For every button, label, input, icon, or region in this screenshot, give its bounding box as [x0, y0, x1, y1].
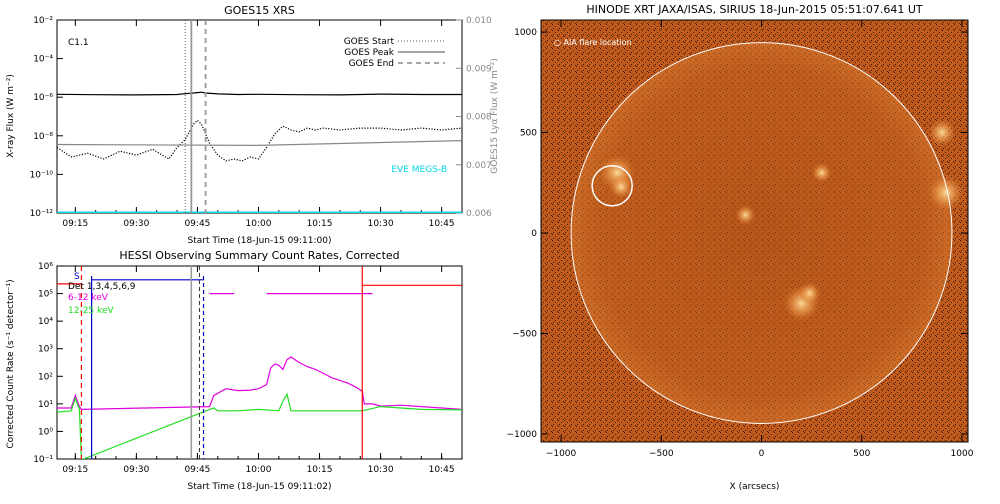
y-tick-label: 10¹ [38, 400, 53, 410]
y-tick-label: 10³ [38, 345, 53, 355]
hessi-series-group [57, 266, 462, 459]
xrt-y-tick-label: 0 [531, 229, 537, 239]
active-region [798, 282, 821, 305]
flare-location-circle [591, 164, 633, 207]
xrt-legend: ○ AIA flare location [554, 38, 632, 47]
xrt-y-tick-label: −500 [512, 329, 537, 339]
y2-tick-label: 0.010 [466, 16, 492, 26]
y2-tick-label: 0.008 [466, 113, 492, 123]
y-tick-label: 10⁴ [38, 317, 53, 327]
series-line [57, 356, 462, 411]
xrt-image [541, 20, 968, 442]
goes-panel: GOES15 XRS 09:15 09:30 09:45 10:00 10:15 10:3… [6, 4, 500, 246]
active-region [609, 174, 634, 199]
hessi-axes: 09:15 09:30 09:45 10:00 10:15 10:30 10:45 10⁶ 10… [33, 262, 463, 475]
y2-tick-label: 0.006 [466, 209, 492, 219]
xrt-x-tick-label: −1000 [546, 449, 577, 459]
legend-goes-peak: GOES Peak [344, 48, 394, 58]
xrt-title: HINODE XRT JAXA/ISAS, SIRIUS 18-Jun-2015… [586, 3, 923, 16]
x-tick-label: 09:45 [184, 219, 210, 229]
x-tick-label: 10:45 [429, 219, 455, 229]
series-line [57, 140, 462, 147]
solar-limb [570, 42, 953, 424]
x-tick-label: 10:45 [429, 465, 455, 475]
active-region [927, 174, 964, 211]
xrt-x-tick-label: −500 [649, 449, 674, 459]
legend-12-25kev: 12-25 keV [68, 306, 114, 316]
active-region [811, 162, 832, 183]
hessi-xlabel: Start Time (18-Jun-15 09:11:02) [188, 482, 332, 492]
y-tick-label: 10⁻² [33, 16, 53, 26]
xrt-sun-group [570, 42, 964, 424]
y-tick-label: 10⁻¹ [33, 455, 53, 465]
y-tick-label: 10⁻⁴ [33, 55, 53, 65]
x-tick-label: 10:00 [246, 465, 272, 475]
sun-disk [571, 42, 952, 424]
goes-ylabel-right: GOES15 Lyα Flux (W m⁻²) [490, 58, 500, 174]
xrt-y-tick-label: 500 [520, 129, 537, 139]
y2-tick-label: 0.007 [466, 161, 492, 171]
y-tick-label: 10⁶ [38, 262, 53, 272]
y-tick-label: 10⁻¹² [30, 209, 54, 219]
x-tick-label: 09:30 [123, 465, 149, 475]
goes-series-group [57, 20, 462, 213]
y2-tick-label: 0.009 [466, 64, 492, 74]
xrt-x-tick-label: 500 [853, 449, 870, 459]
x-tick-label: 10:15 [307, 465, 333, 475]
eve-annotation: EVE MEGS-B [391, 165, 447, 175]
goes-class-label: C1.1 [68, 38, 89, 48]
legend-goes-end: GOES End [349, 59, 394, 69]
x-tick-label: 09:30 [123, 219, 149, 229]
y-tick-label: 10⁻⁸ [33, 132, 53, 142]
legend-6-12kev: 6-12 keV [68, 293, 109, 303]
goes-xlabel: Start Time (18-Jun-15 09:11:00) [188, 236, 332, 246]
xrt-xlabel: X (arcsecs) [730, 482, 780, 492]
series-line [57, 119, 462, 162]
x-tick-label: 09:15 [62, 465, 88, 475]
hessi-ylabel: Corrected Count Rate (s⁻¹ detector⁻¹) [6, 279, 16, 448]
hessi-legend: S Det 1,3,4,5,6,9 6-12 keV 12-25 keV [68, 272, 136, 316]
y-tick-label: 10⁵ [38, 290, 53, 300]
x-tick-label: 09:45 [184, 465, 210, 475]
goes-ylabel: X-ray Flux (W m⁻²) [6, 74, 16, 158]
legend-det: Det 1,3,4,5,6,9 [68, 282, 136, 292]
goes-legend: GOES Start GOES Peak GOES End [344, 37, 445, 69]
hessi-title: HESSI Observing Summary Count Rates, Cor… [119, 249, 399, 262]
xrt-axes: −1000 −500 0 500 1000 1000 500 0 −500 −1000 [507, 20, 974, 459]
x-tick-label: 10:15 [307, 219, 333, 229]
hessi-plot-frame [56, 265, 463, 460]
x-tick-label: 10:30 [368, 219, 394, 229]
x-tick-label: 10:00 [246, 219, 272, 229]
x-tick-label: 09:15 [62, 219, 88, 229]
y-tick-label: 10² [38, 372, 53, 382]
active-region [735, 204, 756, 225]
goes-plot-frame [56, 19, 463, 214]
series-line [57, 392, 462, 459]
xrt-x-tick-label: 1000 [951, 449, 974, 459]
legend-goes-start: GOES Start [344, 37, 395, 47]
xrt-y-tick-label: −1000 [507, 430, 538, 440]
hessi-panel: HESSI Observing Summary Count Rates, Cor… [6, 249, 463, 492]
y-tick-label: 10⁰ [38, 427, 53, 437]
active-region [927, 118, 956, 147]
goes-title: GOES15 XRS [224, 4, 295, 17]
xrt-panel: HINODE XRT JAXA/ISAS, SIRIUS 18-Jun-2015… [507, 3, 974, 492]
x-tick-label: 10:30 [368, 465, 394, 475]
xrt-x-tick-label: 0 [759, 449, 765, 459]
y-tick-label: 10⁻¹⁰ [30, 170, 54, 180]
xrt-frame [540, 19, 969, 443]
y-tick-label: 10⁻⁶ [33, 93, 53, 103]
hessi-s-marker: S [74, 272, 80, 282]
xrt-y-tick-label: 1000 [514, 28, 537, 38]
